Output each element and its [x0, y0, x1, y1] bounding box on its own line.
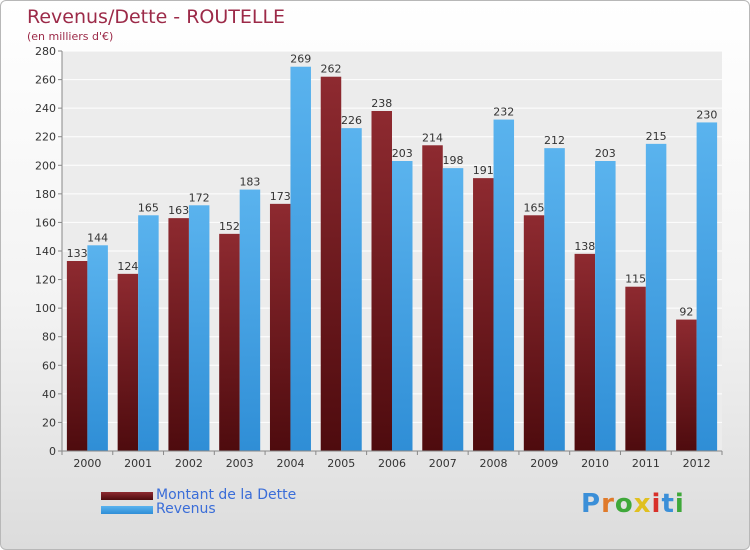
data-label: 238 [371, 97, 392, 110]
bar-revenus [392, 161, 413, 451]
bar-dette [320, 76, 342, 451]
data-label: 133 [67, 247, 88, 260]
y-tick-label: 80 [42, 331, 56, 344]
bar-dette [676, 319, 697, 451]
x-tick-label: 2012 [683, 457, 711, 470]
data-label: 138 [574, 240, 595, 253]
y-tick-label: 100 [35, 302, 56, 315]
bar-revenus [595, 161, 616, 451]
data-label: 144 [87, 231, 108, 244]
y-tick-label: 160 [35, 216, 56, 229]
bar-dette [371, 111, 392, 451]
bar-dette [473, 178, 494, 451]
y-tick-label: 140 [35, 245, 56, 258]
bar-dette [66, 261, 88, 451]
bar-dette [625, 286, 646, 451]
y-tick-label: 240 [35, 102, 56, 115]
data-label: 173 [270, 190, 291, 203]
legend-label-debt: Montant de la Dette [156, 487, 297, 503]
x-tick-label: 2002 [175, 457, 203, 470]
data-label: 269 [290, 53, 311, 66]
legend-label-revenus: Revenus [156, 501, 216, 517]
bars-layer [66, 66, 718, 452]
y-tick-label: 180 [35, 188, 56, 201]
y-tick-label: 260 [35, 74, 56, 87]
data-label: 191 [473, 164, 494, 177]
x-tick-label: 2001 [124, 457, 152, 470]
y-tick-label: 60 [42, 359, 56, 372]
y-tick-label: 220 [35, 131, 56, 144]
x-tick-label: 2011 [632, 457, 660, 470]
data-label: 198 [443, 154, 464, 167]
data-label: 92 [679, 306, 693, 319]
y-tick-label: 0 [49, 445, 56, 458]
x-tick-label: 2007 [429, 457, 457, 470]
data-label: 165 [524, 201, 545, 214]
bar-dette [219, 233, 240, 451]
data-label: 215 [646, 130, 667, 143]
bar-revenus [239, 189, 261, 452]
bar-revenus [87, 245, 108, 451]
bar-dette [523, 215, 545, 451]
data-label: 115 [625, 273, 646, 286]
y-tick-label: 280 [35, 45, 56, 58]
legend-swatch-debt [101, 492, 153, 500]
data-label: 212 [544, 134, 565, 147]
bar-revenus [696, 122, 718, 451]
bar-dette [574, 253, 596, 451]
data-label: 262 [320, 63, 341, 76]
bar-dette [269, 203, 291, 451]
axis-layer: 0 20 40 60 80 100 120 140 160 180 200 220 240 260 280 2… [35, 45, 723, 470]
data-label: 230 [696, 108, 717, 121]
x-tick-label: 2010 [581, 457, 609, 470]
bar-revenus [442, 168, 464, 451]
legend-swatch-revenus [101, 506, 153, 514]
bar-dette [117, 273, 139, 451]
data-label: 152 [219, 220, 240, 233]
proxiti-logo: Proxiti [581, 489, 685, 519]
data-label: 124 [117, 260, 138, 273]
chart-subtitle: (en milliers d'€) [27, 30, 114, 43]
y-tick-label: 120 [35, 274, 56, 287]
bar-revenus [138, 215, 159, 451]
bar-revenus [645, 143, 667, 451]
x-tick-label: 2004 [276, 457, 304, 470]
bar-revenus [290, 66, 311, 451]
data-label: 203 [392, 147, 413, 160]
data-label: 183 [239, 176, 260, 189]
x-tick-label: 2006 [378, 457, 406, 470]
data-label: 163 [168, 204, 189, 217]
x-tick-label: 2008 [480, 457, 508, 470]
y-tick-label: 20 [42, 416, 56, 429]
bar-revenus [493, 119, 515, 452]
bar-dette [168, 218, 189, 451]
x-tick-label: 2009 [530, 457, 558, 470]
bar-revenus [188, 205, 210, 451]
y-tick-label: 40 [42, 388, 56, 401]
bar-revenus [341, 128, 362, 451]
chart-title: Revenus/Dette - ROUTELLE [27, 6, 286, 28]
data-label: 232 [493, 106, 514, 119]
x-tick-label: 2005 [327, 457, 355, 470]
bar-dette [422, 145, 443, 452]
data-label: 203 [595, 147, 616, 160]
x-tick-label: 2000 [73, 457, 101, 470]
data-label: 226 [341, 114, 362, 127]
y-tick-label: 200 [35, 159, 56, 172]
x-tick-label: 2003 [226, 457, 254, 470]
bar-revenus [544, 148, 565, 451]
data-label: 214 [422, 131, 443, 144]
data-label: 172 [189, 191, 210, 204]
data-label: 165 [138, 201, 159, 214]
